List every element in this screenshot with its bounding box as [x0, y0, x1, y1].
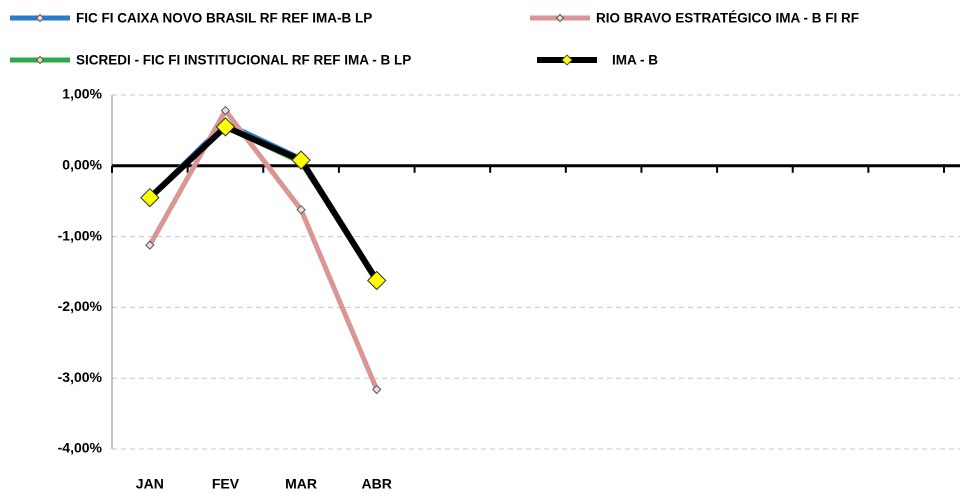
legend-label: RIO BRAVO ESTRATÉGICO IMA - B FI RF — [596, 11, 859, 26]
y-tick-label: -2,00% — [58, 298, 103, 314]
y-tick-label: -3,00% — [58, 369, 103, 385]
x-tick-label: ABR — [362, 476, 392, 492]
x-tick-label: FEV — [212, 476, 240, 492]
marker — [367, 270, 387, 291]
marker — [140, 187, 160, 208]
legend-marker — [35, 55, 45, 65]
y-tick-label: -1,00% — [58, 227, 103, 243]
marker — [291, 150, 311, 170]
legend-label: IMA - B — [612, 53, 658, 68]
x-tick-label: JAN — [136, 476, 164, 492]
series-line — [148, 124, 379, 281]
series-line — [147, 123, 380, 283]
marker — [296, 204, 306, 215]
marker — [145, 240, 155, 250]
y-tick-label: 1,00% — [62, 86, 102, 102]
legend-marker — [561, 54, 573, 66]
series-line — [147, 108, 380, 391]
marker — [215, 117, 236, 137]
legend-label: SICREDI - FIC FI INSTITUCIONAL RF REF IM… — [76, 53, 411, 68]
legend-marker — [555, 13, 565, 23]
y-tick-label: 0,00% — [62, 157, 102, 173]
x-tick-label: MAR — [285, 476, 317, 492]
marker — [372, 384, 382, 395]
legend-marker — [35, 13, 45, 23]
marker — [220, 105, 231, 116]
legend-label: FIC FI CAIXA NOVO BRASIL RF REF IMA-B LP — [76, 11, 372, 26]
y-tick-label: -4,00% — [58, 440, 103, 456]
